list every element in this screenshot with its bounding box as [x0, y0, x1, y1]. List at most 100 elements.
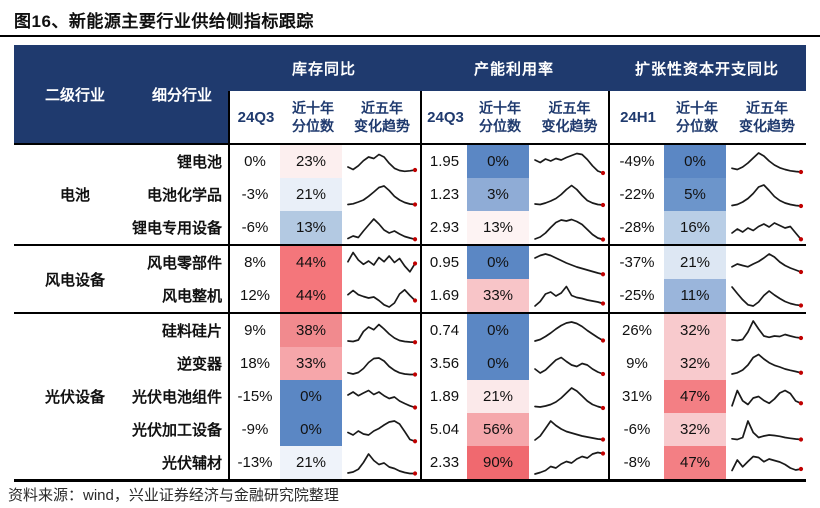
trend-sparkline — [731, 286, 804, 308]
value-cell: -28% — [619, 219, 655, 236]
sparkline-cell — [726, 314, 806, 347]
sparkline-cell — [342, 279, 420, 312]
table-row: 逆变器 18% 33% 3.56 0% 9% 32% — [136, 347, 806, 380]
metric-group-cells: 1.89 21% — [420, 380, 608, 413]
trend-sparkline — [347, 357, 418, 377]
percentile-cell: 0% — [280, 380, 342, 413]
percentile-cell: 21% — [664, 246, 726, 279]
metric-group-cells: 9% 38% — [228, 314, 420, 347]
table-header: 二级行业 细分行业 库存同比 24Q3 近十年 分位数 近五年 变化趋势 产能利用率… — [14, 45, 806, 145]
trend-sparkline — [731, 222, 804, 242]
percentile-cell: 11% — [664, 279, 726, 312]
table-row: 光伏辅材 -13% 21% 2.33 90% -8% 47% — [136, 446, 806, 479]
value-cell: -49% — [619, 153, 655, 170]
metric-group-cells: 2.93 13% — [420, 211, 608, 244]
value-cell: 0.74 — [429, 322, 460, 339]
metric-group-cells: 18% 33% — [228, 347, 420, 380]
table-row: 风电整机 12% 44% 1.69 33% -25% 11% — [136, 279, 806, 312]
trend-label: 近五年 变化趋势 — [541, 99, 598, 134]
sub-industry-label: 逆变器 — [176, 356, 222, 373]
header-group-capex: 扩张性资本开支同比 24H1 近十年 分位数 近五年 变化趋势 — [608, 45, 806, 143]
metric-group-cells: -6% 32% — [608, 413, 806, 446]
indicator-table: 二级行业 细分行业 库存同比 24Q3 近十年 分位数 近五年 变化趋势 产能利用率… — [14, 45, 806, 482]
industry-label: 风电设备 — [44, 271, 105, 289]
value-cell: -15% — [237, 388, 273, 405]
sparkline-cell — [726, 446, 806, 479]
trend-sparkline — [731, 389, 804, 407]
trend-sparkline — [731, 184, 804, 209]
metric-group-cells: 9% 32% — [608, 347, 806, 380]
metric-group-cells: -15% 0% — [228, 380, 420, 413]
industry-rows: 风电零部件 8% 44% 0.95 0% -37% 21% 风电整机 12% 44% 1.69 33%… — [136, 246, 806, 312]
percentile-cell: 0% — [280, 413, 342, 446]
metric-group-cells: 0% 23% — [228, 145, 420, 178]
value-cell: -8% — [623, 454, 651, 471]
trend-label: 近五年 变化趋势 — [354, 99, 410, 134]
industry-rows: 硅料硅片 9% 38% 0.74 0% 26% 32% 逆变器 18% 33% 3.56 0% 9% 32… — [131, 314, 806, 479]
value-cell: 5.04 — [429, 421, 460, 438]
group-title: 产能利用率 — [473, 60, 554, 78]
industry-section: 电池 锂电池 0% 23% 1.95 0% -49% 0% 电池化学品 -3% 21% 1.23 3% -… — [14, 145, 806, 244]
sub-industry-label: 硅料硅片 — [161, 323, 222, 340]
metric-group-cells: -9% 0% — [228, 413, 420, 446]
period-label: 24Q3 — [427, 108, 464, 126]
table-row: 电池化学品 -3% 21% 1.23 3% -22% 5% — [136, 178, 806, 211]
metric-group-cells: -22% 5% — [608, 178, 806, 211]
table-row: 光伏电池组件 -15% 0% 1.89 21% 31% 47% — [131, 380, 806, 413]
source-note: 资料来源：wind，兴业证券经济与金融研究院整理 — [8, 487, 339, 504]
percentile-cell: 21% — [280, 446, 342, 479]
value-cell: 0.95 — [429, 254, 460, 271]
trend-sparkline — [534, 387, 606, 411]
sub-industry-label: 电池化学品 — [146, 187, 222, 204]
metric-group-cells: 8% 44% — [228, 246, 420, 279]
sub-industry-label: 光伏辅材 — [161, 455, 222, 472]
trend-sparkline — [534, 184, 606, 208]
industry-label: 光伏设备 — [44, 389, 105, 406]
metric-group-cells: 2.33 90% — [420, 446, 608, 479]
trend-sparkline — [731, 353, 804, 375]
trend-sparkline — [347, 153, 418, 173]
percentile-cell: 13% — [280, 211, 342, 244]
trend-sparkline — [347, 251, 418, 273]
sparkline-cell — [726, 211, 806, 244]
metric-group-cells: 12% 44% — [228, 279, 420, 312]
trend-sparkline — [347, 218, 418, 242]
header-group-inventory: 库存同比 24Q3 近十年 分位数 近五年 变化趋势 — [228, 45, 420, 143]
percentile-cell: 38% — [280, 314, 342, 347]
group-title: 库存同比 — [291, 60, 356, 78]
title-underline — [0, 35, 820, 37]
value-cell: -3% — [241, 186, 269, 203]
percentile-cell: 32% — [664, 347, 726, 380]
metric-group-cells: -37% 21% — [608, 246, 806, 279]
value-cell: 18% — [239, 355, 271, 372]
trend-sparkline — [347, 453, 418, 476]
percentile-cell: 5% — [664, 178, 726, 211]
table-row: 硅料硅片 9% 38% 0.74 0% 26% 32% — [136, 314, 806, 347]
percentile-cell: 32% — [664, 413, 726, 446]
trend-sparkline — [731, 152, 804, 175]
metric-group-cells: 1.95 0% — [420, 145, 608, 178]
sparkline-cell — [342, 246, 420, 279]
sub-industry-label: 光伏电池组件 — [131, 389, 222, 406]
header-subindustry: 细分行业 — [151, 86, 212, 104]
percentile-cell: 21% — [280, 178, 342, 211]
trend-sparkline — [731, 455, 804, 472]
sparkline-cell — [342, 380, 420, 413]
value-cell: 1.89 — [429, 388, 460, 405]
sparkline-cell — [726, 246, 806, 279]
value-cell: 9% — [244, 322, 266, 339]
subheader-row: 24H1 近十年 分位数 近五年 变化趋势 — [608, 91, 806, 143]
value-cell: -25% — [619, 287, 655, 304]
trend-sparkline — [534, 253, 606, 277]
percentile-label: 近十年 分位数 — [292, 99, 334, 134]
value-cell: 2.33 — [429, 454, 460, 471]
group-separator — [14, 312, 806, 314]
metric-group-cells: -6% 13% — [228, 211, 420, 244]
table-row: 锂电池 0% 23% 1.95 0% -49% 0% — [136, 145, 806, 178]
metric-group-cells: 5.04 56% — [420, 413, 608, 446]
industry-rows: 锂电池 0% 23% 1.95 0% -49% 0% 电池化学品 -3% 21% 1.23 3% -22… — [132, 145, 806, 244]
figure-title: 图16、新能源主要行业供给侧指标跟踪 — [14, 12, 314, 31]
sparkline-cell — [529, 314, 608, 347]
percentile-cell: 33% — [467, 279, 529, 312]
percentile-cell: 21% — [467, 380, 529, 413]
